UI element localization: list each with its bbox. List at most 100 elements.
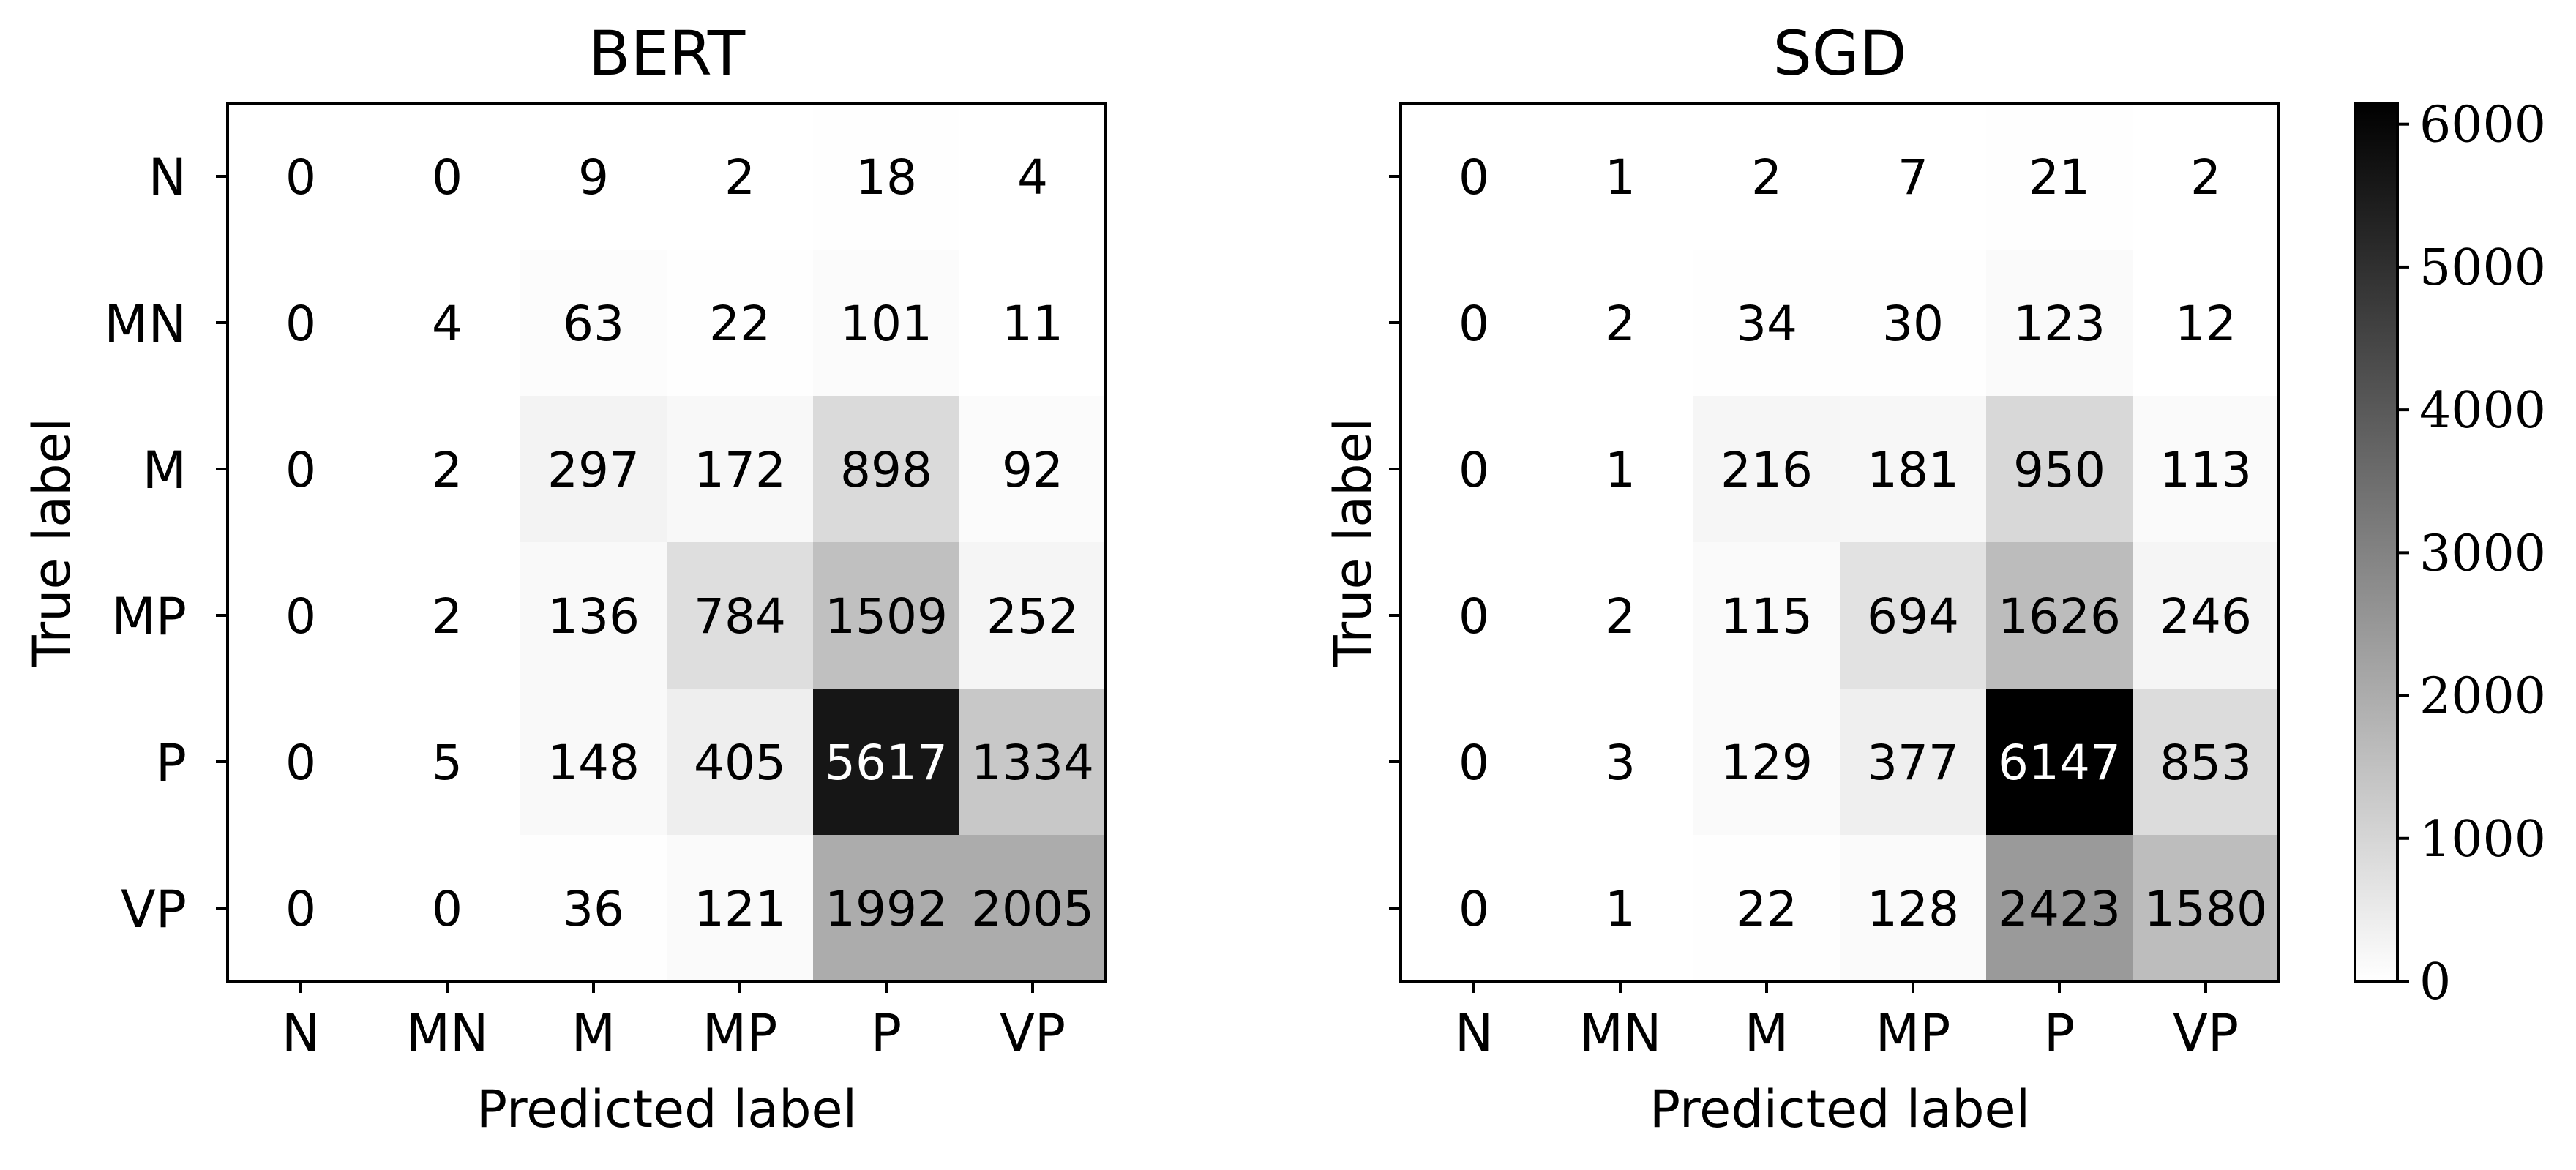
cell-value-label: 1 [1605, 442, 1636, 498]
heatmap-cell [520, 396, 667, 542]
cell-value-label: 4 [1017, 149, 1048, 206]
colorbar-tick-label: 1000 [2419, 811, 2546, 869]
cell-value-label: 18 [855, 149, 917, 206]
heatmap-cell [959, 103, 1106, 250]
cell-value-label: 377 [1867, 735, 1959, 791]
heatmap-cell [667, 542, 813, 689]
cell-value-label: 22 [1736, 881, 1797, 937]
cell-value-label: 172 [694, 442, 786, 498]
heatmap-cell [520, 835, 667, 981]
heatmap-cell [959, 250, 1106, 396]
cell-value-label: 1580 [2144, 881, 2267, 937]
cell-value-label: 7 [1898, 149, 1928, 206]
cell-value-label: 297 [547, 442, 640, 498]
cell-value-label: 2 [432, 588, 463, 645]
cell-value-label: 0 [1459, 442, 1489, 498]
heatmap-cell [667, 689, 813, 835]
heatmap-cell [1693, 689, 1840, 835]
cell-value-label: 0 [285, 296, 316, 352]
cell-value-label: 1626 [1998, 588, 2121, 645]
cell-value-label: 0 [1459, 881, 1489, 937]
cell-value-label: 1 [1605, 149, 1636, 206]
cell-value-label: 34 [1736, 296, 1797, 352]
cell-value-label: 2423 [1998, 881, 2121, 937]
y-axis-label: True label [22, 418, 82, 667]
cell-value-label: 148 [547, 735, 640, 791]
cell-value-label: 128 [1867, 881, 1959, 937]
cell-value-label: 0 [285, 588, 316, 645]
heatmap-cell [1986, 103, 2133, 250]
cell-value-label: 5 [432, 735, 463, 791]
heatmap-cell [520, 542, 667, 689]
cell-value-label: 694 [1867, 588, 1959, 645]
heatmap-cell [1693, 835, 1840, 981]
heatmap-cell [813, 103, 959, 250]
colorbar-tick-label: 5000 [2419, 239, 2546, 297]
colorbar-frame [2354, 102, 2399, 983]
cell-value-label: 0 [1459, 735, 1489, 791]
x-tick-label: MP [703, 1003, 778, 1063]
heatmap-cell [2133, 396, 2279, 542]
cell-value-label: 92 [1002, 442, 1063, 498]
y-tick-label: M [143, 440, 187, 500]
cell-value-label: 0 [1459, 588, 1489, 645]
cell-value-label: 2 [724, 149, 755, 206]
panels: 0 0 9 2 18 40 4 63 22 101 110 2 297 172 898 920 2 136 784 1… [22, 18, 2280, 1139]
heatmap-cell [1840, 835, 1986, 981]
confusion-matrix-bert: 0 0 9 2 18 40 4 63 22 101 110 2 297 172 898 920 2 136 784 1… [22, 18, 1107, 1139]
cell-value-label: 2005 [971, 881, 1094, 937]
heatmap-cell [2133, 250, 2279, 396]
heatmap-cell [1986, 689, 2133, 835]
x-tick-label: MP [1876, 1003, 1951, 1063]
cell-value-label: 9 [578, 149, 609, 206]
cell-value-label: 1992 [825, 881, 948, 937]
x-tick-label: P [871, 1003, 902, 1063]
heatmap-cell [374, 542, 520, 689]
x-tick-label: P [2044, 1003, 2075, 1063]
cell-value-label: 216 [1721, 442, 1813, 498]
heatmap-cell [1547, 103, 1693, 250]
heatmap-cell [374, 103, 520, 250]
heatmap-cell [959, 396, 1106, 542]
heatmap-cell [1401, 103, 1547, 250]
cell-value-label: 121 [694, 881, 786, 937]
x-tick-label: M [1745, 1003, 1789, 1063]
heatmap-cell [813, 689, 959, 835]
heatmap-cell [2133, 103, 2279, 250]
cell-value-label: 853 [2160, 735, 2252, 791]
heatmap-cell [1693, 542, 1840, 689]
heatmap-cell [2133, 689, 2279, 835]
cell-value-label: 1 [1605, 881, 1636, 937]
y-tick-label: VP [121, 880, 187, 940]
x-tick-label: VP [1000, 1003, 1066, 1063]
heatmap-cell [1840, 689, 1986, 835]
heatmap-cell [1401, 396, 1547, 542]
cell-value-label: 2 [2190, 149, 2221, 206]
heatmap-cell [228, 542, 374, 689]
cell-value-label: 4 [432, 296, 463, 352]
y-tick-label: P [156, 733, 187, 793]
x-tick-label: N [1455, 1003, 1493, 1063]
cell-value-label: 63 [563, 296, 624, 352]
cell-value-label: 129 [1721, 735, 1813, 791]
heatmap-cell [374, 689, 520, 835]
heatmap-cell [959, 542, 1106, 689]
cell-value-label: 2 [1605, 588, 1636, 645]
heatmap-cell [1547, 542, 1693, 689]
cell-value-label: 181 [1867, 442, 1959, 498]
cell-value-label: 2 [1751, 149, 1782, 206]
heatmap-cell [1401, 250, 1547, 396]
heatmap-cell [520, 103, 667, 250]
axes-frame [226, 102, 1107, 983]
y-axis-label: True label [1323, 418, 1383, 667]
cell-value-label: 2 [1605, 296, 1636, 352]
colorbar-tick-label: 2000 [2419, 668, 2546, 726]
heatmap-cell [1840, 542, 1986, 689]
cell-value-label: 30 [1882, 296, 1944, 352]
heatmap-cell [959, 689, 1106, 835]
heatmap-cell [228, 250, 374, 396]
x-tick-label: M [572, 1003, 615, 1063]
heatmap-cell [667, 250, 813, 396]
